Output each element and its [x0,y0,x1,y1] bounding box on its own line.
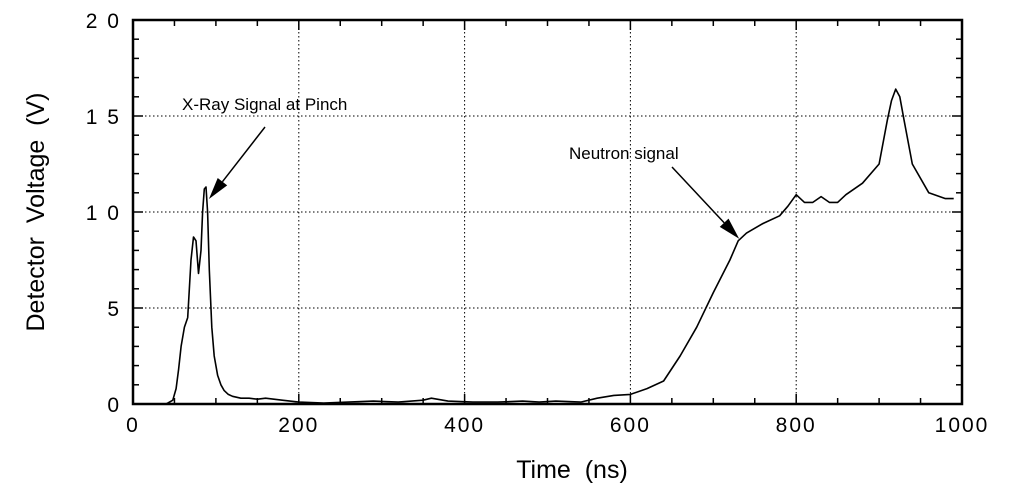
xray-annotation-arrow [221,126,266,183]
xray-arrowhead-icon [208,177,228,200]
neutron-annotation-arrow [671,166,725,224]
y-tick-label: 1 0 [86,202,121,225]
y-tick-label: 5 [107,298,121,321]
xray-annotation-label: X-Ray Signal at Pinch [182,95,347,114]
x-tick-label: 1000 [935,414,990,437]
x-tick-label: 0 [126,414,140,437]
plot-frame [131,18,964,406]
grid-lines [133,20,962,404]
xray-annotation: X-Ray Signal at Pinch [182,95,347,200]
neutron-arrowhead-icon [719,218,740,239]
x-tick-label: 800 [776,414,817,437]
y-tick-label: 2 0 [86,10,121,33]
x-axis-title: Time (ns) [516,456,628,484]
detector-signal-line [133,88,954,405]
neutron-annotation: Neutron signal [569,144,740,239]
x-tick-label: 600 [610,414,651,437]
x-tick-labels: 0 200 400 600 800 1000 [126,414,990,437]
neutron-annotation-label: Neutron signal [569,144,679,163]
x-tick-label: 400 [444,414,485,437]
y-tick-label: 1 5 [86,106,121,129]
y-tick-label: 0 [107,394,121,417]
y-tick-labels: 0 5 1 0 1 5 2 0 [86,10,121,417]
y-axis-title: Detector Voltage (V) [22,92,50,331]
x-tick-label: 200 [278,414,319,437]
